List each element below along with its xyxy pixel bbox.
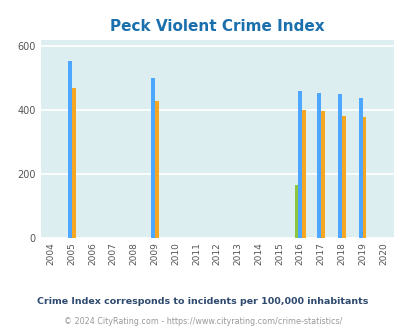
Bar [337,94,341,238]
Bar [298,91,301,238]
Bar [320,112,324,238]
Bar [294,185,298,238]
Bar [154,101,158,238]
Text: © 2024 CityRating.com - https://www.cityrating.com/crime-statistics/: © 2024 CityRating.com - https://www.city… [64,317,341,326]
Bar [68,61,72,238]
Bar [301,110,305,238]
Text: Crime Index corresponds to incidents per 100,000 inhabitants: Crime Index corresponds to incidents per… [37,297,368,307]
Bar [151,78,154,238]
Bar [362,116,365,238]
Bar [72,88,75,238]
Bar [341,116,345,238]
Title: Peck Violent Crime Index: Peck Violent Crime Index [110,19,324,34]
Bar [317,93,320,238]
Bar [358,98,362,238]
